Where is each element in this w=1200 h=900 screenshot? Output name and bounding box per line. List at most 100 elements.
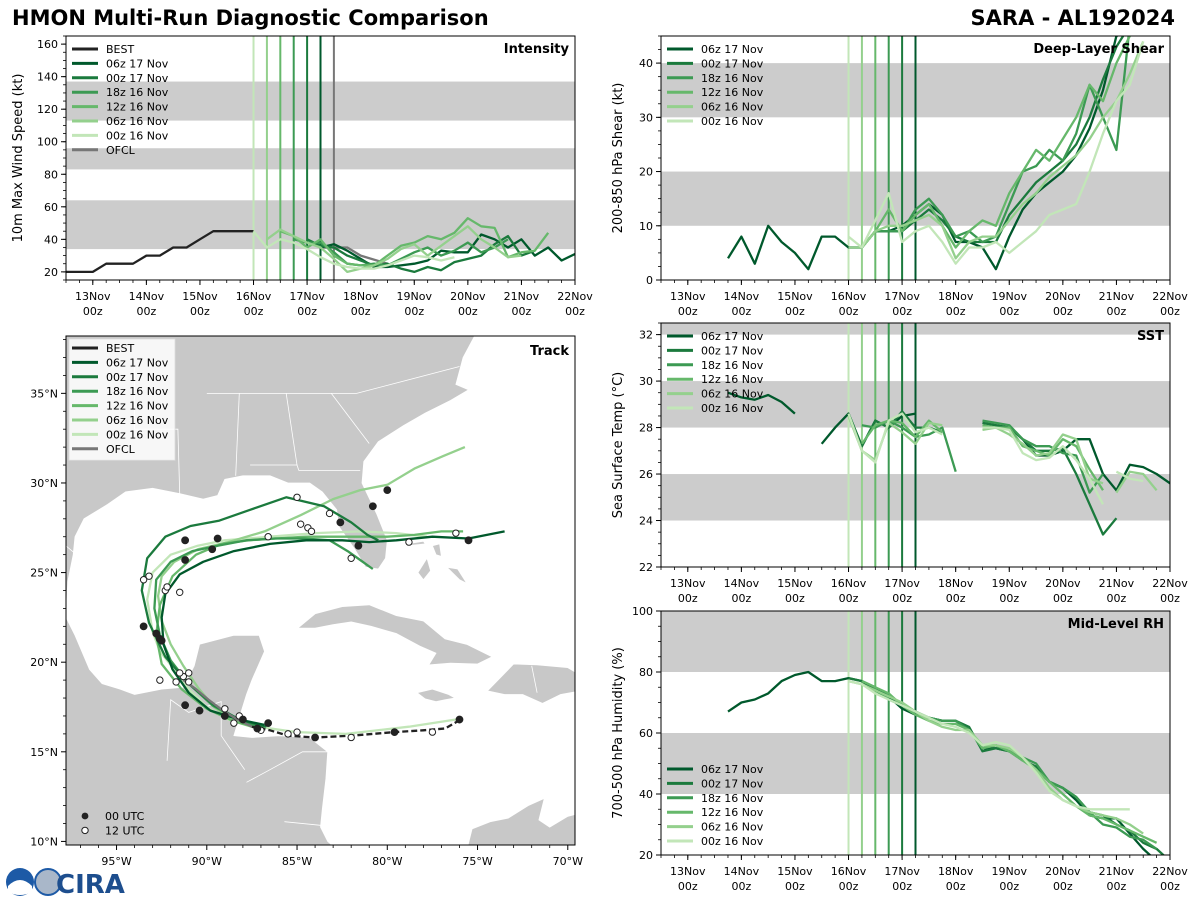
- political-border-line: [432, 867, 437, 887]
- sst-series-06z-16-nov: [982, 426, 1104, 485]
- track-marker-00utc: [181, 556, 190, 564]
- shear-ylabel: 200-850 hPa Shear (kt): [611, 83, 626, 234]
- intensity-series-00z-17-nov: [306, 234, 536, 274]
- intensity-ytick-label: 80: [44, 168, 58, 181]
- shear-series-12z-16-nov: [861, 36, 1131, 249]
- track-line-06z-17-nov: [160, 530, 505, 727]
- track-marker-12utc: [156, 676, 164, 684]
- intensity-xtick-label-hour: 00z: [458, 305, 478, 318]
- sst-series-00z-16-nov: [847, 412, 943, 464]
- track-marker-00utc: [455, 715, 464, 724]
- intensity-ytick-label: 120: [37, 103, 58, 116]
- intensity-legend-label: 06z 17 Nov: [106, 57, 169, 70]
- shear-xtick-label-day: 20Nov: [1045, 290, 1081, 303]
- intensity-xtick-label-hour: 00z: [404, 305, 424, 318]
- shear-xtick-label-day: 15Nov: [777, 290, 813, 303]
- sst-legend-label: 06z 17 Nov: [701, 330, 764, 343]
- intensity-xtick-label-day: 20Nov: [450, 290, 486, 303]
- shear-legend-label: 18z 16 Nov: [701, 72, 764, 85]
- intensity-legend-label: 18z 16 Nov: [106, 86, 169, 99]
- shear-plot-area: [661, 36, 1170, 280]
- sst-ytick-label: 30: [639, 375, 653, 388]
- noaa-bird-icon: [8, 880, 32, 895]
- track-marker-00utc: [213, 534, 222, 543]
- sst-xtick-label-day: 15Nov: [777, 577, 813, 590]
- intensity-xtick-label-day: 21Nov: [504, 290, 540, 303]
- rh-series-00z-16-nov: [848, 679, 1130, 811]
- storm-title: SARA - AL192024: [970, 6, 1175, 30]
- shear-xtick-label-hour: 00z: [1107, 305, 1127, 318]
- sst-xtick-label-hour: 00z: [678, 592, 698, 605]
- shear-xtick-label-hour: 00z: [785, 305, 805, 318]
- intensity-xtick-label-hour: 00z: [351, 305, 371, 318]
- political-border-line: [235, 393, 240, 476]
- intensity-series-00z-16-nov: [252, 230, 455, 270]
- shear-legend-label: 06z 16 Nov: [701, 101, 764, 114]
- rh-legend-label: 06z 17 Nov: [701, 763, 764, 776]
- noaa-cira-logo: CIRA: [6, 868, 125, 900]
- marker-legend-label: 00 UTC: [105, 810, 145, 823]
- jamaica-land: [416, 688, 457, 703]
- track-marker-12utc: [163, 583, 171, 591]
- political-border-line: [284, 821, 321, 826]
- track-marker-00utc: [368, 502, 377, 511]
- bahamas-andros-land: [417, 557, 432, 581]
- shear-xtick-label-day: 13Nov: [670, 290, 706, 303]
- track-legend-label: 12z 16 Nov: [106, 400, 169, 413]
- cira-logo-text: CIRA: [56, 870, 125, 900]
- track-marker-00utc: [220, 712, 229, 720]
- sst-xtick-label-day: 21Nov: [1099, 577, 1135, 590]
- track-ytick-label: 30°N: [30, 477, 58, 490]
- track-marker-00utc: [264, 719, 273, 728]
- intensity-plot-area: [66, 36, 575, 280]
- track-ytick-label: 20°N: [30, 656, 58, 669]
- track-legend-label: OFCL: [106, 443, 136, 456]
- sst-legend-label: 18z 16 Nov: [701, 359, 764, 372]
- rh-xtick-label-day: 22Nov: [1152, 865, 1188, 878]
- rh-legend-label: 00z 16 Nov: [701, 835, 764, 848]
- track-marker-00utc: [390, 728, 399, 736]
- shear-ytick-label: 40: [639, 57, 653, 70]
- political-border-line: [335, 849, 337, 872]
- political-border-line: [330, 393, 370, 444]
- intensity-xtick-label-day: 22Nov: [557, 290, 593, 303]
- south-america-land: [467, 797, 575, 845]
- political-border-line: [220, 735, 246, 770]
- figure-title: HMON Multi-Run Diagnostic Comparison: [12, 6, 489, 30]
- track-marker-00utc: [152, 629, 161, 638]
- sst-xtick-label-hour: 00z: [892, 592, 912, 605]
- track-marker-12utc: [145, 572, 153, 580]
- sst-ytick-label: 32: [639, 329, 653, 342]
- track-xtick-label: 75°W: [462, 855, 492, 868]
- track-line-06z-16-nov: [156, 446, 466, 730]
- sst-legend-label: 06z 16 Nov: [701, 388, 764, 401]
- track-marker-12utc: [185, 669, 193, 677]
- political-border-line: [285, 393, 298, 466]
- track-marker-12utc: [452, 529, 460, 537]
- track-marker-12utc: [172, 678, 180, 686]
- intensity-legend-label: BEST: [106, 43, 134, 56]
- track-ytick-label: 15°N: [30, 746, 58, 759]
- rh-xtick-label-day: 15Nov: [777, 865, 813, 878]
- sst-legend-label: 00z 17 Nov: [701, 344, 764, 357]
- rh-legend-label: 00z 17 Nov: [701, 777, 764, 790]
- track-legend-label: 06z 16 Nov: [106, 414, 169, 427]
- shear-xtick-label-hour: 00z: [839, 305, 859, 318]
- sst-xtick-label-day: 13Nov: [670, 577, 706, 590]
- sst-ytick-label: 24: [639, 515, 653, 528]
- track-marker-12utc: [347, 733, 355, 742]
- track-marker-00utc: [354, 541, 363, 550]
- shear-legend-label: 00z 16 Nov: [701, 115, 764, 128]
- intensity-xtick-label-hour: 00z: [512, 305, 532, 318]
- track-marker-12utc: [307, 527, 316, 536]
- track-line-best: [251, 718, 461, 739]
- shear-legend-label: 12z 16 Nov: [701, 86, 764, 99]
- track-ytick-label: 25°N: [30, 567, 58, 580]
- shear-xtick-label-day: 14Nov: [724, 290, 760, 303]
- track-marker-12utc: [428, 728, 437, 736]
- rh-xtick-label-hour: 00z: [946, 880, 966, 893]
- shear-xtick-label-hour: 00z: [999, 305, 1019, 318]
- rh-legend-label: 12z 16 Nov: [701, 806, 764, 819]
- political-border-line: [531, 665, 538, 693]
